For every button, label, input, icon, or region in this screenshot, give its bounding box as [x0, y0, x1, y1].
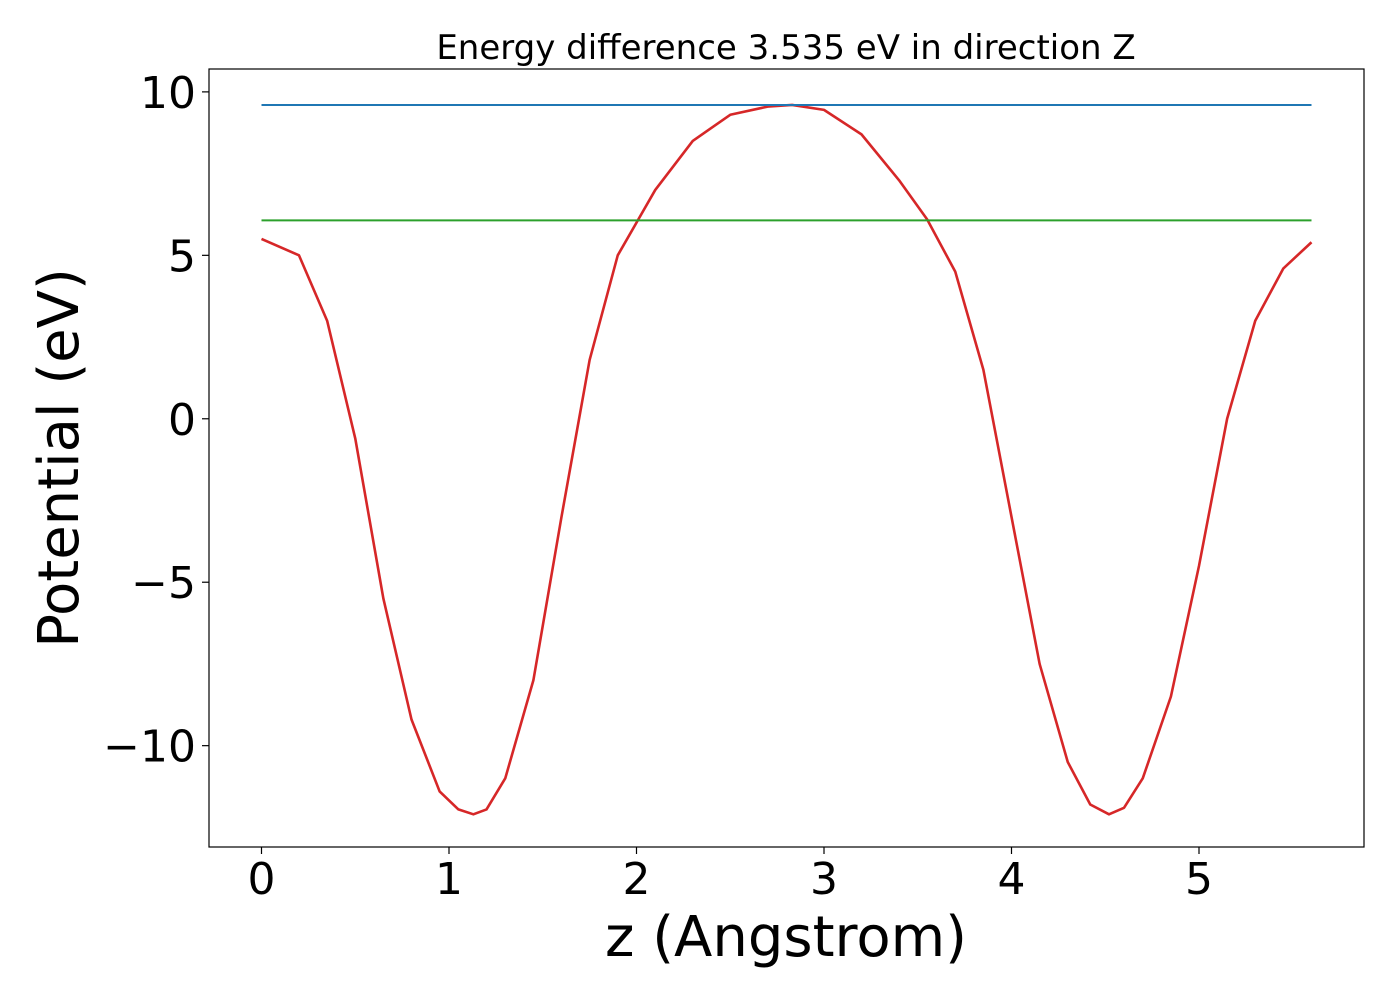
chart-title: Energy difference 3.535 eV in direction …: [436, 28, 1135, 68]
x-ticks: 0 1 2 3 4 5: [248, 847, 1213, 905]
x-tick-label: 5: [1185, 854, 1213, 905]
y-axis-label: Potential (eV): [27, 268, 92, 648]
x-axis-label: z (Angstrom): [605, 905, 967, 970]
x-tick-label: 1: [435, 854, 463, 905]
x-tick-label: 4: [998, 854, 1026, 905]
plot-frame: [208, 68, 1365, 848]
y-tick-label: −5: [131, 558, 196, 609]
x-tick-label: 2: [623, 854, 651, 905]
y-tick-label: −10: [103, 722, 196, 773]
y-ticks: 10 5 0 −5 −10: [103, 68, 209, 773]
x-tick-label: 0: [248, 854, 276, 905]
series-layer: [260, 103, 1313, 816]
x-tick-label: 3: [810, 854, 838, 905]
y-tick-label: 10: [140, 68, 196, 119]
y-tick-label: 0: [168, 395, 196, 446]
y-tick-label: 5: [168, 231, 196, 282]
